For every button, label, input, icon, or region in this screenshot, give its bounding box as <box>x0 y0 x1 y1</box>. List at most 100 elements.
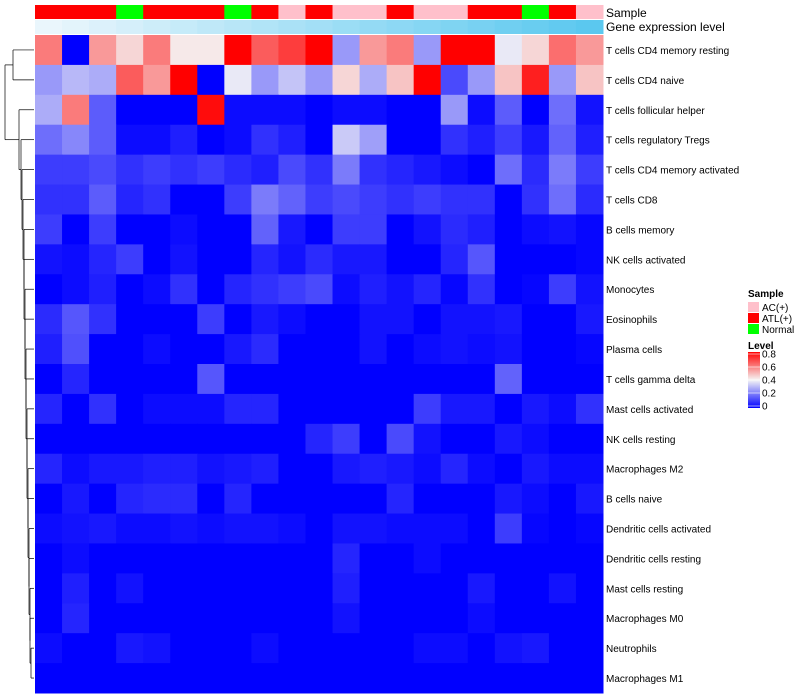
heatmap-cell <box>494 423 523 455</box>
gene-expression-annotation-cell <box>386 20 415 34</box>
heatmap-cell <box>467 35 496 66</box>
heatmap-cell <box>89 244 117 275</box>
heatmap-cell <box>386 274 415 305</box>
heatmap-cell <box>467 154 496 186</box>
heatmap-cell <box>359 244 388 275</box>
heatmap-cell <box>467 124 496 156</box>
heatmap-cell <box>467 364 496 395</box>
sample-annotation-cell <box>467 5 496 19</box>
heatmap-cell <box>305 124 334 156</box>
heatmap-cell <box>494 64 523 96</box>
heatmap-cell <box>197 214 225 245</box>
heatmap-cell <box>548 64 577 96</box>
heatmap-cell <box>35 35 63 66</box>
heatmap-cell <box>494 543 523 574</box>
heatmap-cell <box>548 184 577 215</box>
heatmap-cell <box>197 244 225 275</box>
heatmap-cell <box>224 393 252 425</box>
heatmap-cell <box>440 334 469 365</box>
heatmap-cell <box>143 35 171 66</box>
heatmap-cell <box>305 35 334 66</box>
heatmap-cell <box>548 244 577 275</box>
heatmap-cell <box>62 423 90 455</box>
heatmap-cell <box>521 663 550 694</box>
gene-expression-annotation-cell <box>413 20 442 34</box>
heatmap-cell <box>359 453 388 485</box>
heatmap-cell <box>251 513 279 544</box>
heatmap-cell <box>224 603 252 634</box>
heatmap-cell <box>35 393 63 425</box>
sample-annotation-cell <box>413 5 442 19</box>
heatmap-cell <box>305 513 334 544</box>
heatmap-cell <box>467 334 496 365</box>
heatmap-cell <box>251 154 279 186</box>
heatmap-cell <box>332 393 361 425</box>
heatmap-cell <box>305 603 334 634</box>
heatmap-cell <box>332 274 361 305</box>
heatmap-cell <box>278 483 306 515</box>
heatmap-cell <box>251 64 279 96</box>
heatmap-cell <box>62 453 90 485</box>
heatmap-cell <box>305 543 334 574</box>
heatmap-cell <box>305 633 334 664</box>
heatmap-cell <box>89 603 117 634</box>
heatmap-cell <box>62 364 90 395</box>
heatmap-cell <box>62 94 90 126</box>
heatmap-cell <box>386 633 415 664</box>
heatmap-cell <box>35 513 63 544</box>
heatmap-cell <box>521 453 550 485</box>
heatmap-cell <box>143 573 171 604</box>
heatmap-cell <box>467 274 496 305</box>
sample-annotation-cell <box>224 5 252 19</box>
heatmap-cell <box>305 94 334 126</box>
heatmap-cell <box>548 483 577 515</box>
heatmap-cell <box>332 573 361 604</box>
heatmap-cell <box>62 214 90 245</box>
heatmap-cell <box>521 483 550 515</box>
heatmap-cell <box>35 423 63 455</box>
heatmap-cell <box>467 543 496 574</box>
heatmap-cell <box>440 304 469 335</box>
row-label: Plasma cells <box>606 345 662 356</box>
heatmap-cell <box>62 603 90 634</box>
legend: Sample AC(+)ATL(+)Normal Level 0.8 0.6 0.4… <box>748 289 794 413</box>
heatmap-cell <box>386 423 415 455</box>
heatmap-cell <box>413 603 442 634</box>
gene-expression-annotation-cell <box>224 20 252 34</box>
heatmap-cell <box>143 244 171 275</box>
heatmap-cell <box>251 244 279 275</box>
heatmap-cell <box>224 214 252 245</box>
heatmap-cell <box>278 35 306 66</box>
heatmap-cell <box>170 423 198 455</box>
heatmap-cell <box>575 393 604 425</box>
heatmap-cell <box>278 364 306 395</box>
heatmap-cell <box>521 64 550 96</box>
heatmap-cell <box>494 124 523 156</box>
heatmap-cell <box>440 274 469 305</box>
legend-level-title: Level <box>748 341 774 352</box>
heatmap-cell <box>332 214 361 245</box>
heatmap-cell <box>332 64 361 96</box>
heatmap-cell <box>89 154 117 186</box>
heatmap-cell <box>467 603 496 634</box>
heatmap-cell <box>575 603 604 634</box>
legend-level-tick-label: 0 <box>762 402 768 413</box>
heatmap-cell <box>467 214 496 245</box>
heatmap-cell <box>251 274 279 305</box>
gene-expression-annotation-cell <box>170 20 198 34</box>
heatmap-cell <box>413 124 442 156</box>
sample-annotation-cell <box>143 5 171 19</box>
heatmap-cell <box>116 663 144 694</box>
heatmap-cell <box>494 154 523 186</box>
heatmap-cell <box>35 94 63 126</box>
heatmap-cell <box>116 393 144 425</box>
heatmap-cell <box>35 244 63 275</box>
heatmap-cell <box>116 453 144 485</box>
heatmap-cell <box>197 663 225 694</box>
heatmap-cell <box>224 244 252 275</box>
heatmap-cell <box>62 244 90 275</box>
heatmap-cell <box>170 274 198 305</box>
heatmap-cell <box>440 483 469 515</box>
heatmap-cell <box>89 483 117 515</box>
heatmap-cell <box>440 154 469 186</box>
